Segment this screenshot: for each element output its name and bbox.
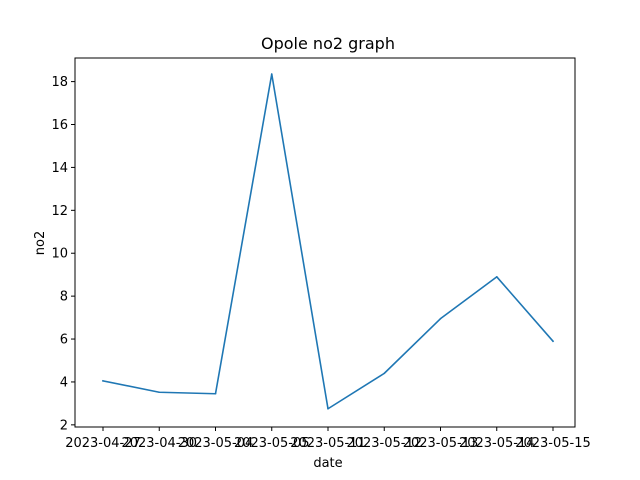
x-tick-label: 2023-05-15 (515, 436, 591, 451)
y-tick-label: 6 (60, 333, 68, 348)
x-tick-label: 2023-05-13 (403, 436, 479, 451)
y-tick-label: 2 (60, 418, 68, 433)
data-point (158, 391, 161, 394)
data-point (270, 73, 273, 75)
y-axis-label: no2 (33, 231, 48, 255)
x-tick-label: 2023-05-04 (178, 436, 254, 451)
data-point (327, 407, 329, 410)
data-point (214, 392, 217, 395)
y-axis: 2 4 6 8 10 12 14 16 18 (51, 75, 75, 433)
x-tick-label: 2023-04-30 (121, 436, 197, 451)
x-tick-label: 2023-05-14 (459, 436, 535, 451)
data-point (552, 340, 554, 342)
y-tick-label: 8 (60, 290, 68, 305)
data-point (383, 372, 386, 375)
y-tick-label: 10 (51, 247, 68, 262)
plot-frame (74, 57, 576, 428)
data-point (439, 317, 442, 320)
data-point (495, 276, 498, 278)
x-axis-label: date (313, 456, 342, 471)
chart-title: Opole no2 graph (261, 34, 395, 53)
series-layer (102, 73, 555, 410)
x-axis: 2023-04-272023-04-302023-05-042023-05-05… (65, 427, 591, 451)
y-tick-label: 4 (60, 375, 68, 390)
y-tick-label: 12 (51, 204, 68, 219)
x-tick-label: 2023-05-05 (234, 436, 310, 451)
x-tick-label: 2023-05-11 (290, 436, 366, 451)
x-tick-label: 2023-04-27 (65, 436, 141, 451)
y-tick-label: 14 (51, 161, 68, 176)
y-tick-label: 18 (51, 75, 68, 90)
data-point (102, 380, 104, 382)
x-tick-label: 2023-05-12 (346, 436, 422, 451)
y-tick-label: 16 (51, 118, 68, 133)
